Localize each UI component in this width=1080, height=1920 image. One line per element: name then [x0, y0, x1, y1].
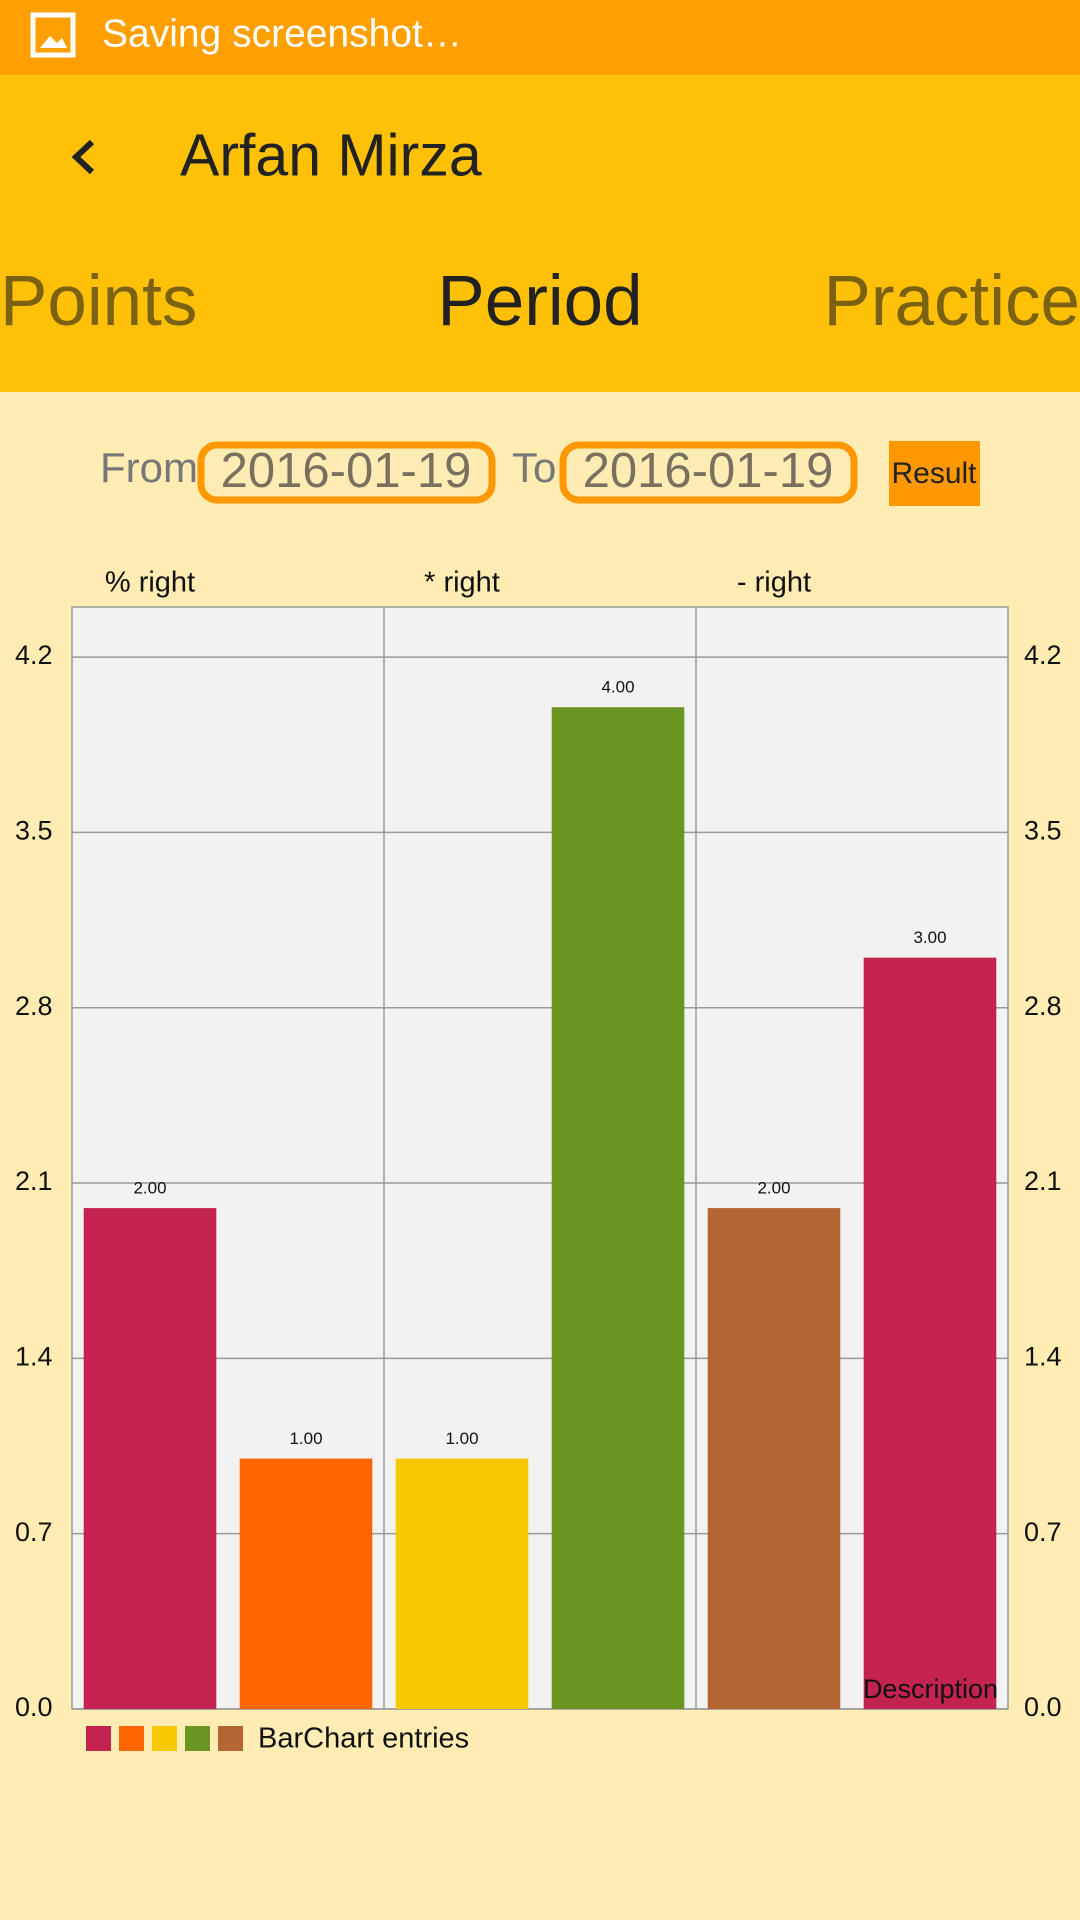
- legend-label: BarChart entries: [258, 1723, 469, 1755]
- y-tick-label: 4.2: [15, 640, 53, 670]
- value-label: 4.00: [601, 678, 634, 697]
- app-bar: [0, 75, 1080, 392]
- y-tick-label: 2.1: [15, 1166, 53, 1196]
- legend-swatch: [185, 1726, 210, 1751]
- from-date: 2016-01-19: [221, 444, 472, 498]
- y2-tick-label: 0.7: [1024, 1517, 1062, 1547]
- y-tick-label: 0.7: [15, 1517, 53, 1547]
- y2-tick-label: 2.8: [1024, 991, 1062, 1021]
- bar: [83, 1208, 217, 1709]
- value-label: 3.00: [913, 928, 946, 947]
- bar: [395, 1458, 529, 1709]
- y2-tick-label: 4.2: [1024, 640, 1062, 670]
- y2-tick-label: 1.4: [1024, 1341, 1062, 1371]
- value-label: 1.00: [445, 1429, 478, 1448]
- x-tick-label: % right: [105, 567, 195, 599]
- to-date: 2016-01-19: [583, 444, 834, 498]
- status-bar: [0, 0, 1080, 75]
- screenshot-icon: [30, 12, 76, 58]
- y-tick-label: 2.8: [15, 991, 53, 1021]
- value-label: 2.00: [133, 1179, 166, 1198]
- y2-tick-label: 2.1: [1024, 1166, 1062, 1196]
- from-date-field[interactable]: [197, 441, 496, 504]
- bar: [239, 1458, 373, 1709]
- back-button[interactable]: [71, 139, 95, 175]
- y2-tick-label: 3.5: [1024, 816, 1062, 846]
- y2-tick-label: 0.0: [1024, 1692, 1062, 1722]
- app-title: Arfan Mirza: [180, 123, 482, 189]
- y-tick-label: 1.4: [15, 1341, 53, 1371]
- y-tick-label: 0.0: [15, 1692, 53, 1722]
- bar: [551, 707, 685, 1709]
- chart-description: Description: [863, 1674, 998, 1704]
- status-text: Saving screenshot…: [102, 12, 462, 55]
- value-label: 1.00: [289, 1429, 322, 1448]
- tab-selected[interactable]: Period: [437, 262, 642, 341]
- bar: [863, 957, 997, 1709]
- y-tick-label: 3.5: [15, 816, 53, 846]
- chart: 0.0 0.0 0.7 0.7 1.4 1.4 2.1 2.1 2.8 2.8 3.5 3.5 4.2 4…: [15, 567, 1062, 1755]
- legend-swatch: [218, 1726, 243, 1751]
- legend-swatch: [152, 1726, 177, 1751]
- tab[interactable]: Points: [0, 262, 197, 341]
- result-button-label: Result: [891, 457, 977, 490]
- value-label: 2.00: [757, 1179, 790, 1198]
- x-tick-label: * right: [424, 567, 500, 599]
- to-date-field[interactable]: [559, 441, 858, 504]
- x-tick-label: - right: [737, 567, 811, 599]
- to-label: To: [512, 444, 556, 491]
- screenshot-icon-glyph: [40, 36, 67, 48]
- tab[interactable]: Practice: [824, 262, 1080, 341]
- plot-area: [71, 606, 1009, 1710]
- result-button[interactable]: [889, 441, 980, 506]
- bar: [707, 1208, 841, 1709]
- legend-swatch: [86, 1726, 111, 1751]
- legend-swatch: [119, 1726, 144, 1751]
- from-label: From: [100, 444, 198, 491]
